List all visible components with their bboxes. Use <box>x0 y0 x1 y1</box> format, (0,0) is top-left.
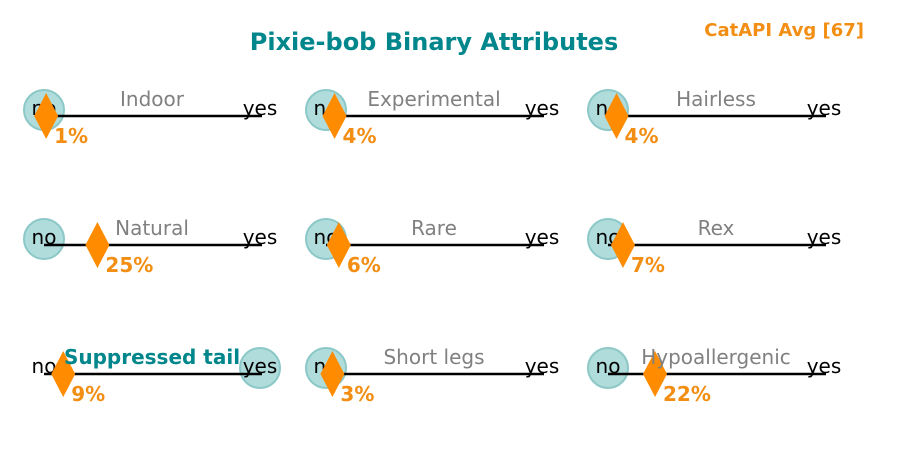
attribute-label: Rare <box>411 216 457 240</box>
value-circle <box>23 218 65 260</box>
attribute-label: Hairless <box>676 87 756 111</box>
yes-label: yes <box>525 354 560 378</box>
attribute-label: Experimental <box>367 87 500 111</box>
attribute-panel: no yes 25% Natural <box>23 216 278 277</box>
percent-label: 4% <box>343 124 377 148</box>
yes-label: yes <box>807 225 842 249</box>
no-label: no <box>596 354 621 378</box>
yes-label: yes <box>525 96 560 120</box>
average-label: CatAPI Avg [67] <box>704 20 864 41</box>
yes-label: yes <box>243 354 278 378</box>
yes-label: yes <box>243 225 278 249</box>
percent-marker <box>51 351 76 397</box>
chart-title: Pixie-bob Binary Attributes <box>250 28 618 56</box>
no-label: no <box>32 225 57 249</box>
percent-marker <box>320 351 345 397</box>
attribute-label: Suppressed tail <box>64 345 240 369</box>
percent-marker <box>326 222 351 268</box>
attribute-label: Hypoallergenic <box>641 345 791 369</box>
percent-label: 7% <box>631 253 665 277</box>
percent-label: 22% <box>663 382 711 406</box>
percent-label: 1% <box>54 124 88 148</box>
yes-label: yes <box>243 96 278 120</box>
value-circle <box>587 347 629 389</box>
percent-label: 9% <box>71 382 105 406</box>
percent-label: 25% <box>105 253 153 277</box>
percent-label: 4% <box>625 124 659 148</box>
attribute-panels: noyes1%Indoornoyes4%Experimentalnoyes4%H… <box>23 87 842 406</box>
yes-label: yes <box>807 96 842 120</box>
percent-marker <box>604 93 629 139</box>
attribute-label: Short legs <box>383 345 484 369</box>
attribute-label: Rex <box>698 216 735 240</box>
percent-marker <box>322 93 347 139</box>
percent-marker <box>643 351 668 397</box>
yes-label: yes <box>807 354 842 378</box>
percent-marker <box>610 222 635 268</box>
percent-label: 3% <box>340 382 374 406</box>
attribute-panel: noyes1%Indoor <box>23 87 278 148</box>
percent-marker <box>85 222 110 268</box>
percent-label: 6% <box>347 253 381 277</box>
yes-label: yes <box>525 225 560 249</box>
value-circle <box>239 347 281 389</box>
percent-marker <box>34 93 59 139</box>
attribute-label: Natural <box>115 216 189 240</box>
attribute-label: Indoor <box>120 87 185 111</box>
attribute-panel: noyes3%Short legs <box>305 345 560 406</box>
attribute-panel: no yes 22% Hypoallergenic <box>587 345 842 406</box>
